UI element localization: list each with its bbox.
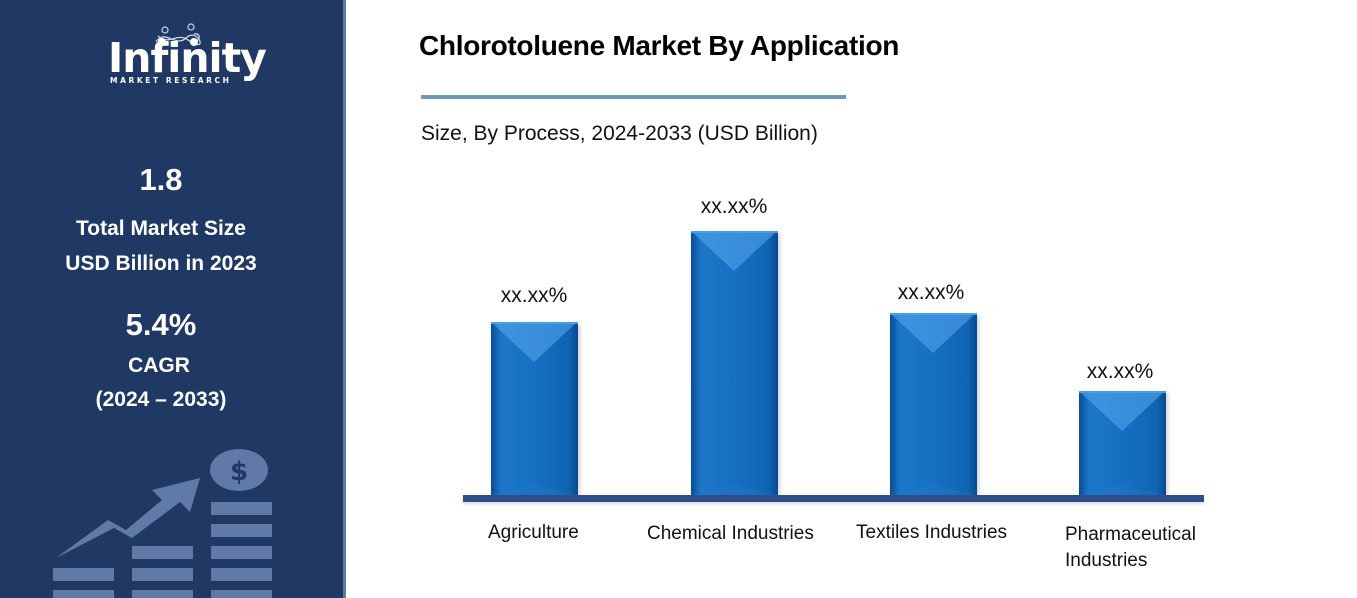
market-size-label: Total Market Size <box>76 217 246 240</box>
sidebar-panel: Infinity MARKET RESEARCH 1.8 Total Marke… <box>0 0 346 598</box>
bar-value-label: xx.xx% <box>1086 360 1154 383</box>
category-label-textiles-industries: Textiles Industries <box>856 522 1008 543</box>
market-size-value: 1.8 <box>139 162 183 197</box>
category-label-chemical-industries: Chemical Industries <box>647 523 814 544</box>
category-label-pharmaceutical: Pharmaceutical <box>1065 524 1196 545</box>
logo-infinity-figures-icon <box>155 23 201 46</box>
bar-value-label: xx.xx% <box>700 195 768 218</box>
chart-subtitle: Size, By Process, 2024-2033 (USD Billion… <box>421 122 818 145</box>
logo-wordmark: Infinity <box>108 34 267 82</box>
bar-value-label: xx.xx% <box>500 284 568 307</box>
svg-text:$: $ <box>230 457 248 487</box>
category-label-industries: Industries <box>1065 550 1148 571</box>
growth-chart-dollar-icon: $ <box>53 449 272 598</box>
x-axis-baseline <box>463 495 1204 502</box>
cagr-period: (2024 – 2033) <box>95 388 227 411</box>
bar-chemical-industries <box>691 231 778 495</box>
bar-agriculture <box>491 322 578 495</box>
logo-subtitle: MARKET RESEARCH <box>110 76 232 85</box>
bar-pharmaceutical-industries <box>1079 391 1166 495</box>
infinity-logo: Infinity MARKET RESEARCH <box>100 22 267 92</box>
cagr-value: 5.4% <box>125 307 197 342</box>
bar-value-label: xx.xx% <box>897 281 965 304</box>
chart-title: Chlorotoluene Market By Application <box>419 30 900 61</box>
bar-textiles-industries <box>890 313 977 495</box>
cagr-label: CAGR <box>128 354 190 377</box>
title-underline <box>421 95 846 99</box>
market-size-unit: USD Billion in 2023 <box>65 252 257 275</box>
category-label-agriculture: Agriculture <box>488 522 579 543</box>
